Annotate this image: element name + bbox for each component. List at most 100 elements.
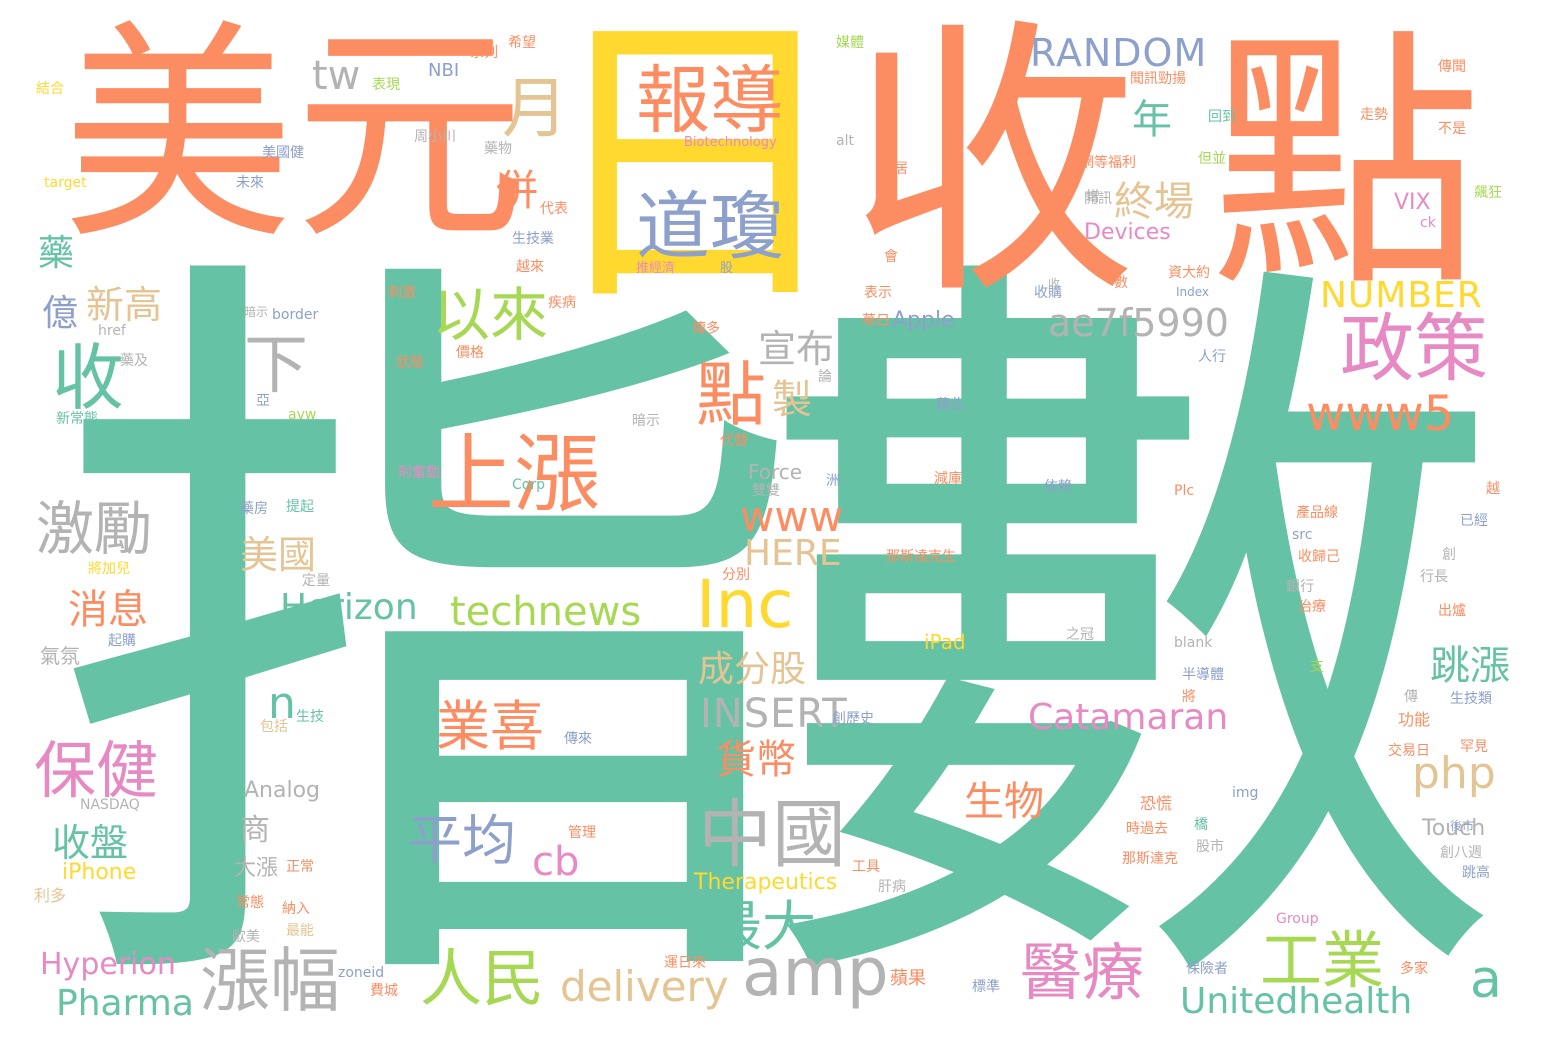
word-chulu: 出爐	[1438, 603, 1466, 619]
word-hyperion: Hyperion	[40, 947, 176, 982]
word-www5: www5	[1306, 386, 1455, 442]
word-yinci: 藉此	[936, 397, 964, 413]
word-zhihou: 後市	[1450, 819, 1475, 833]
word-nasdaq: NASDAQ	[80, 797, 140, 813]
word-gu: 股	[720, 261, 734, 276]
word-chuanduo: 傳多	[692, 321, 720, 337]
word-dian2: 點	[696, 354, 766, 436]
word-chengfengu: 成分股	[698, 649, 807, 690]
word-shougui: 收歸己	[1298, 549, 1340, 565]
word-zuida: 最大	[708, 895, 816, 958]
word-alt: alt	[836, 133, 854, 149]
word-yinxing: 銀行	[1286, 579, 1314, 595]
word-zhengce: 政策	[1340, 306, 1488, 392]
word-huobi: 貨幣	[716, 737, 796, 783]
word-meiguojian: 美國健	[262, 145, 304, 161]
word-chuan: 傳	[1404, 689, 1418, 705]
word-jinxun: 聞訊勁揚	[1130, 71, 1186, 87]
word-jili: 激勵	[36, 495, 153, 563]
word-vix: VIX	[1394, 190, 1431, 215]
word-plc: Plc	[1174, 483, 1195, 499]
word-xinglzhang: 行長	[1420, 569, 1448, 585]
word-ciji: 刺激	[388, 285, 416, 301]
word-xilie: 系列	[470, 45, 498, 61]
word-chuanqi: 傳聞	[1438, 59, 1466, 75]
word-naside: 那斯達克生	[886, 549, 956, 565]
word-baodao: 報導	[636, 58, 784, 144]
word-shengwu: 生物	[964, 779, 1044, 825]
word-xingao: 新高	[86, 283, 163, 327]
word-huiri: 華日	[862, 313, 890, 329]
word-cengshi: 居	[894, 161, 908, 177]
word-corp: Corp	[512, 477, 545, 493]
word-biaoshi: 表示	[864, 285, 892, 301]
word-zoneid: zoneid	[338, 965, 385, 981]
word-feikuang: 飆狂	[1474, 185, 1502, 201]
word-avw: avw	[288, 407, 317, 423]
word-bing: 併	[496, 166, 539, 215]
word-yuelai: 越來	[516, 259, 544, 275]
word-ae7f5990: ae7f5990	[1048, 301, 1229, 345]
word-yuefan: 越	[1486, 481, 1500, 497]
word-shou2: 收	[1048, 277, 1061, 291]
word-yiliao: 醫療	[1020, 936, 1145, 1009]
word-sheng: 會	[884, 249, 898, 265]
word-baojian: 保健	[34, 734, 159, 807]
word-yilai: 以來	[432, 281, 549, 349]
word-jiage: 價格	[456, 345, 484, 361]
word-group: Group	[1276, 911, 1319, 927]
word-zhangfu: 漲幅	[200, 940, 340, 1022]
word-xuanbu: 宣布	[758, 327, 835, 371]
word-renhang: 人行	[1198, 349, 1226, 365]
word-lunbian: 論	[818, 369, 832, 385]
word-tw: tw	[312, 53, 361, 99]
word-yao: 藥	[38, 233, 75, 274]
word-shou-small: 收	[52, 336, 125, 420]
word-delivery: delivery	[560, 962, 729, 1011]
word-qifen: 氣氛	[40, 644, 80, 668]
word-shengjilei: 生技類	[1450, 691, 1492, 707]
word-biotechnology: Biotechnology	[684, 135, 777, 150]
word-tuijingji: 推經濟	[636, 261, 676, 276]
word-daoqiong: 道瓊	[636, 184, 784, 270]
word-ipad: iPad	[924, 630, 966, 654]
word-jiejian: 減庫	[934, 471, 962, 487]
word-shengjiye: 生技業	[512, 231, 554, 247]
word-shang: 商	[240, 813, 270, 848]
word-weilai: 未來	[236, 175, 264, 191]
word-href: href	[98, 323, 126, 339]
word-lifu: 利多	[34, 886, 67, 905]
word-ganbing: 肝病	[878, 879, 906, 895]
word-zhongchang: 終場	[1114, 179, 1194, 225]
word-guanli: 管理	[568, 825, 596, 841]
word-pingguo: 蘋果	[890, 968, 926, 989]
word-jiangjie: 將加兒	[88, 561, 130, 577]
word-xiaoxi: 消息	[68, 587, 148, 633]
word-gushi: 股市	[1196, 839, 1224, 855]
word-yi: 億	[42, 293, 79, 334]
word-mengya: 雙雙	[752, 483, 780, 499]
word-jiang: 將	[1182, 689, 1196, 705]
word-fuzhu: 則奮動	[398, 465, 440, 481]
word-biaoxian: 表現	[372, 77, 400, 93]
word-pharma: Pharma	[56, 983, 194, 1024]
word-zhiliao: 治療	[1298, 599, 1326, 615]
word-zijie: 資大約	[1168, 265, 1210, 281]
word-chuang: 創	[1442, 547, 1456, 563]
word-zhongguo: 中國	[698, 792, 846, 878]
word-meiyuan: 美元	[62, 1, 527, 271]
word-jibing: 疾病	[548, 295, 576, 311]
word-jiehe: 結合	[36, 81, 64, 97]
word-devices: Devices	[1084, 220, 1171, 245]
word-iphone: iPhone	[62, 860, 137, 885]
word-kongkuang: 恐慌	[1140, 794, 1173, 813]
word-force: Force	[748, 460, 803, 484]
word-dazhang: 大漲	[234, 856, 279, 881]
word-chuangbashi: 創八週	[1440, 845, 1482, 861]
word-zhiguan: 之冠	[1066, 627, 1094, 643]
word-touch: Touch	[1422, 816, 1486, 841]
word-apple: Apple	[892, 308, 955, 333]
word-zhishu: 指數	[50, 200, 1510, 1052]
word-insert: INSERT	[700, 691, 848, 737]
word-anshi2: 暗示	[244, 305, 269, 319]
